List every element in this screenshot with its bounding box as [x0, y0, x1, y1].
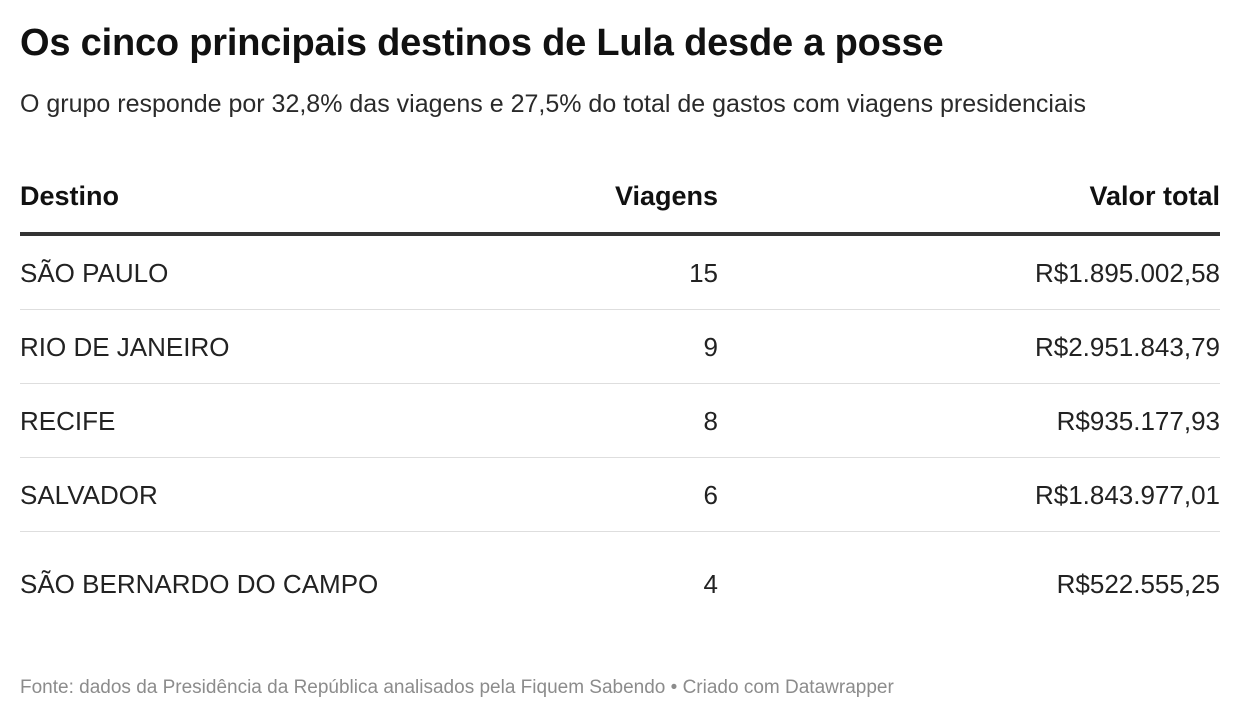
cell-destino: SÃO PAULO [20, 234, 380, 310]
table-header: Destino Viagens Valor total [20, 160, 1220, 236]
data-table: Destino Viagens Valor total SÃO PAULO 15… [20, 160, 1220, 636]
column-header-valor-total: Valor total [718, 160, 1220, 236]
cell-viagens: 15 [380, 234, 718, 310]
table-row: SALVADOR 6 R$1.843.977,01 [20, 457, 1220, 532]
cell-destino: SÃO BERNARDO DO CAMPO [20, 569, 379, 599]
cell-viagens: 6 [380, 457, 718, 532]
chart-title: Os cinco principais destinos de Lula des… [20, 22, 944, 64]
cell-viagens: 4 [703, 569, 718, 599]
cell-valor-total: R$1.843.977,01 [718, 457, 1220, 532]
table-row: RECIFE 8 R$935.177,93 [20, 383, 1220, 458]
cell-valor-total: R$522.555,25 [1056, 569, 1220, 599]
cell-valor-total: R$1.895.002,58 [718, 234, 1220, 310]
cell-viagens: 9 [380, 309, 718, 384]
table-row: RIO DE JANEIRO 9 R$2.951.843,79 [20, 309, 1220, 384]
cell-destino: SALVADOR [20, 457, 380, 532]
cell-destino: RECIFE [20, 383, 380, 458]
cell-viagens: 8 [380, 383, 718, 458]
cell-valor-total: R$935.177,93 [718, 383, 1220, 458]
header-row: Destino Viagens Valor total [20, 160, 1220, 236]
table-row: SÃO PAULO 15 R$1.895.002,58 [20, 234, 1220, 310]
cell-valor-total: R$2.951.843,79 [718, 309, 1220, 384]
column-header-destino: Destino [20, 160, 380, 236]
column-header-viagens: Viagens [380, 160, 718, 236]
table-body: SÃO PAULO 15 R$1.895.002,58 RIO DE JANEI… [20, 234, 1220, 636]
chart-subtitle: O grupo responde por 32,8% das viagens e… [20, 90, 1086, 118]
table-row: SÃO BERNARDO DO CAMPO 4 R$522.555,25 [20, 532, 1220, 637]
cell-destino: RIO DE JANEIRO [20, 309, 380, 384]
source-footer: Fonte: dados da Presidência da República… [20, 677, 894, 698]
